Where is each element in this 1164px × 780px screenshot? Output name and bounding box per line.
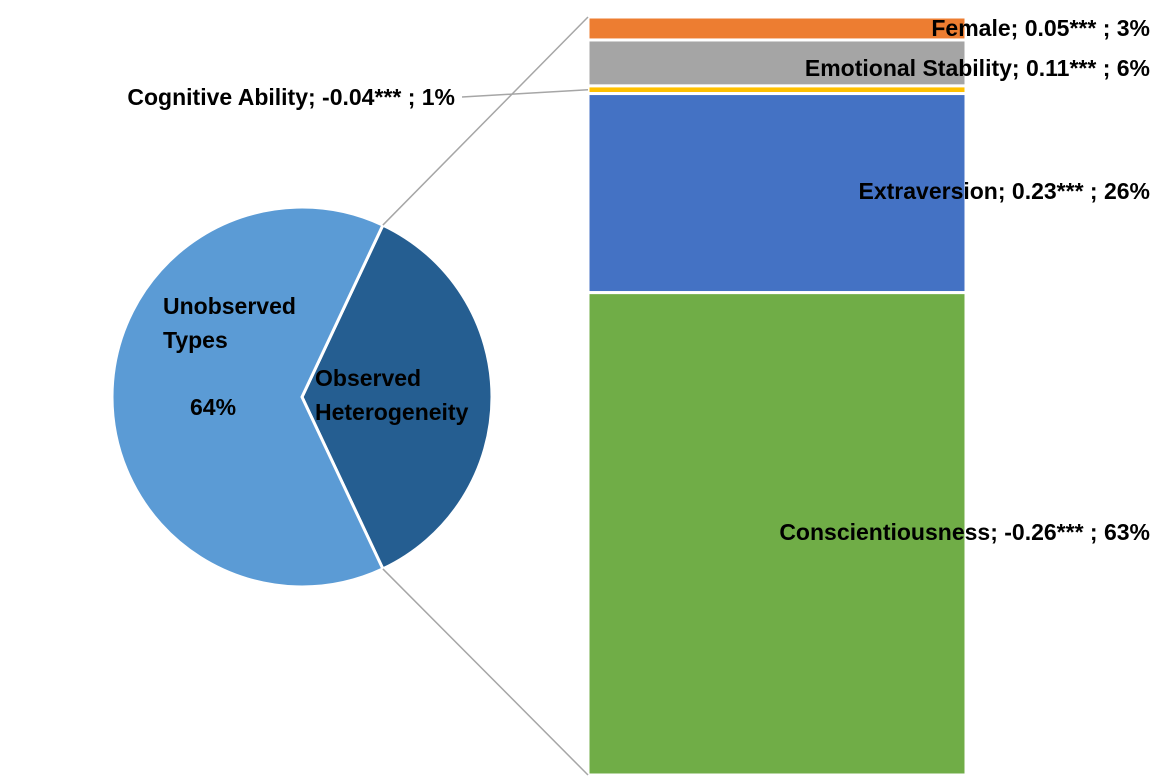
connector-line (382, 16, 589, 226)
segment-label: Female; 0.05*** ; 3% (931, 15, 1150, 41)
pie-slice (110, 205, 385, 589)
segment-label: Conscientiousness; -0.26*** ; 63% (779, 519, 1150, 545)
segment-label: Cognitive Ability; -0.04*** ; 1% (127, 84, 455, 110)
bar-segment (586, 291, 968, 777)
segment-label: Extraversion; 0.23*** ; 26% (859, 178, 1151, 204)
leader-line (461, 88, 589, 98)
segment-label: Emotional Stability; 0.11*** ; 6% (805, 55, 1150, 81)
pie-label: Observed Heterogeneity (315, 365, 469, 425)
pie-value-label: 64% (190, 394, 236, 420)
bar-segment (586, 15, 968, 42)
pie-label: Unobserved Types (163, 293, 296, 353)
bar-segment (586, 92, 968, 295)
pie-slice (300, 223, 494, 571)
connector-line (382, 568, 589, 776)
